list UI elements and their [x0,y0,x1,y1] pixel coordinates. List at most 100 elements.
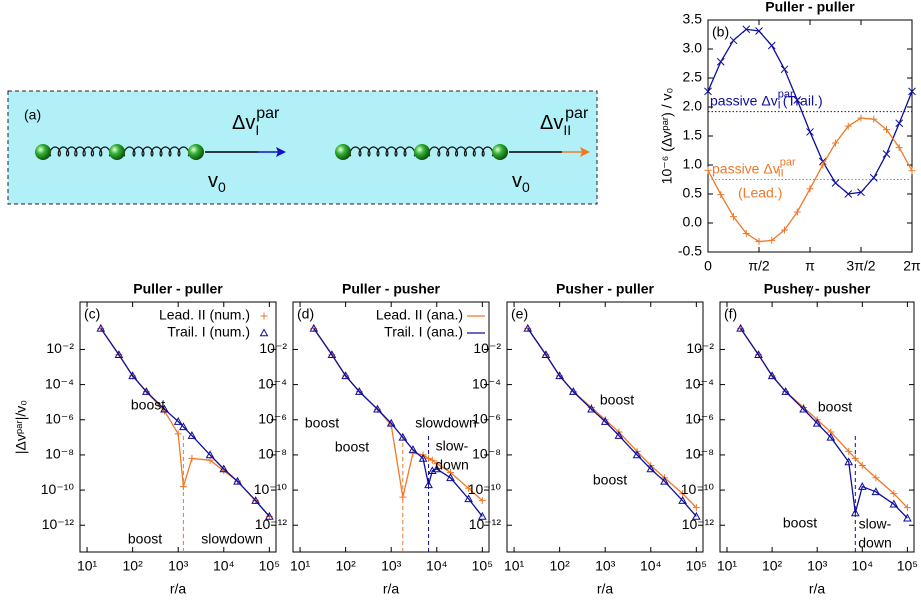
marker [477,511,487,520]
annotation: boost [305,415,339,431]
marker [600,416,610,425]
x-tick-label: 10³ [168,558,189,574]
marker [446,473,455,482]
annotation: slowdown [201,531,262,547]
x-tick-label: 10⁵ [472,558,493,574]
marker [465,484,473,492]
plot-frame [506,301,704,553]
series-line [100,328,270,517]
marker [128,371,137,380]
y-tick-label: 10⁻⁶ [258,410,287,426]
marker [679,490,687,498]
y-tick-label: 10⁻¹² [682,516,715,532]
marker [187,431,197,439]
marker [767,41,776,50]
panel-label: (f) [724,306,737,322]
marker [742,25,751,34]
marker [850,508,860,517]
x-axis-label: r/a [809,581,826,597]
marker [857,188,865,197]
marker [889,499,899,508]
marker [780,226,788,234]
marker [729,36,738,45]
x-tick-label: 10⁵ [897,558,918,574]
x-tick-label: 10³ [807,558,828,574]
annotation: slow- [859,516,892,532]
x-tick-label: 10³ [595,558,616,574]
marker [354,387,364,395]
marker [541,350,551,359]
panel-label: (b) [712,24,729,40]
series-line [740,328,908,519]
y-tick-label: 10⁻⁸ [472,446,501,462]
marker [780,65,789,74]
y-tick-label: 10⁻¹² [42,516,75,532]
marker [141,387,151,395]
delta-label: ΔvIIpar [540,105,589,137]
annotation: slow- [436,438,469,454]
annotation: boost [783,515,817,531]
x-tick-label: 10⁴ [852,558,874,574]
marker [523,323,533,332]
legend-swatch [259,328,269,337]
marker [179,422,188,431]
marker [704,166,712,174]
marker [555,371,564,380]
delta: Δv [232,112,255,134]
marker [409,449,417,457]
marker [432,464,442,473]
marker [781,387,791,395]
marker [373,404,382,413]
x-axis-label: r/a [383,581,400,597]
marker [851,454,859,462]
marker [173,416,183,425]
x-tick-label: 2π [903,258,921,274]
velocity-sub: 0 [522,179,530,195]
x-tick-label: 0 [704,258,712,274]
y-tick-label: 2.5 [683,69,703,85]
x-tick-label: 10¹ [77,558,98,574]
chart-title: Pusher - pusher [764,281,871,297]
y-tick-label: 10⁻⁸ [258,446,287,462]
marker [793,208,801,216]
marker [691,511,701,520]
x-tick-label: 10² [336,558,357,574]
y-tick-label: 10⁻² [259,340,287,356]
marker [219,464,229,473]
marker [755,238,763,246]
y-tick-label: 10⁻⁸ [685,446,714,462]
y-tick-label: 1.0 [683,156,703,172]
legend-label: Trail. I (num.) [167,324,250,340]
y-axis-label: |Δvᵖᵃʳ|/v₀ [13,400,29,454]
y-tick-label: 10⁻² [46,340,74,356]
marker [736,323,745,332]
marker [96,323,106,332]
spring [123,146,190,157]
x-tick-label: 10⁴ [426,558,448,574]
spring [49,146,111,157]
bead [414,144,430,160]
marker [692,504,700,512]
x-tick-label: π/2 [748,258,770,274]
y-tick-label: 10⁻⁶ [685,410,714,426]
marker [646,464,656,473]
annotation: boost [818,399,852,415]
y-tick-label: 0.5 [683,185,703,201]
marker [660,476,669,485]
annotation: boost [593,472,627,488]
legend-swatch [260,312,268,320]
marker [895,144,903,152]
marker [908,87,916,96]
marker [903,513,912,522]
annotation: boost [128,531,162,547]
marker [418,453,428,462]
marker [632,450,642,459]
annotation: boost [600,392,634,408]
y-tick-label: 10⁻⁶ [472,410,501,426]
marker [819,161,827,169]
marker [793,96,802,104]
x-tick-label: 10² [550,558,571,574]
marker [568,387,578,395]
marker [754,350,763,359]
marker [188,454,196,462]
